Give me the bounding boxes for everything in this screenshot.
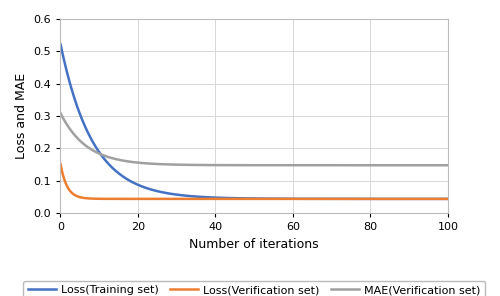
Line: Loss(Verification set): Loss(Verification set) bbox=[60, 164, 448, 199]
MAE(Verification set) bbox=[434, 163, 440, 167]
Line: Loss(Training set): Loss(Training set) bbox=[60, 44, 448, 199]
Loss(Verification set) bbox=[78, 195, 84, 199]
MAE(Verification set) bbox=[362, 163, 368, 167]
Y-axis label: Loss and MAE: Loss and MAE bbox=[15, 73, 28, 159]
Loss(Verification set) bbox=[363, 197, 369, 201]
MAE(Verification set) bbox=[434, 163, 440, 167]
Loss(Training set) bbox=[445, 197, 451, 201]
Loss(Training set) bbox=[58, 42, 64, 46]
Loss(Training set) bbox=[236, 197, 242, 200]
Loss(Verification set) bbox=[434, 197, 440, 201]
Line: MAE(Verification set): MAE(Verification set) bbox=[60, 113, 448, 165]
Loss(Verification set) bbox=[445, 197, 451, 201]
Loss(Training set) bbox=[78, 113, 84, 117]
Loss(Training set) bbox=[434, 197, 440, 201]
Loss(Training set) bbox=[362, 197, 368, 201]
Loss(Verification set) bbox=[236, 197, 242, 201]
Loss(Verification set) bbox=[246, 197, 252, 201]
MAE(Verification set) bbox=[445, 163, 451, 167]
Loss(Training set) bbox=[246, 197, 252, 200]
MAE(Verification set) bbox=[236, 163, 242, 167]
Loss(Training set) bbox=[434, 197, 440, 201]
Loss(Verification set) bbox=[434, 197, 440, 201]
MAE(Verification set) bbox=[246, 163, 252, 167]
MAE(Verification set) bbox=[78, 139, 84, 143]
Legend: Loss(Training set), Loss(Verification set), MAE(Verification set): Loss(Training set), Loss(Verification se… bbox=[24, 281, 485, 296]
Loss(Verification set) bbox=[303, 197, 309, 201]
MAE(Verification set) bbox=[58, 111, 64, 115]
X-axis label: Number of iterations: Number of iterations bbox=[190, 238, 319, 251]
Loss(Verification set) bbox=[58, 162, 64, 166]
